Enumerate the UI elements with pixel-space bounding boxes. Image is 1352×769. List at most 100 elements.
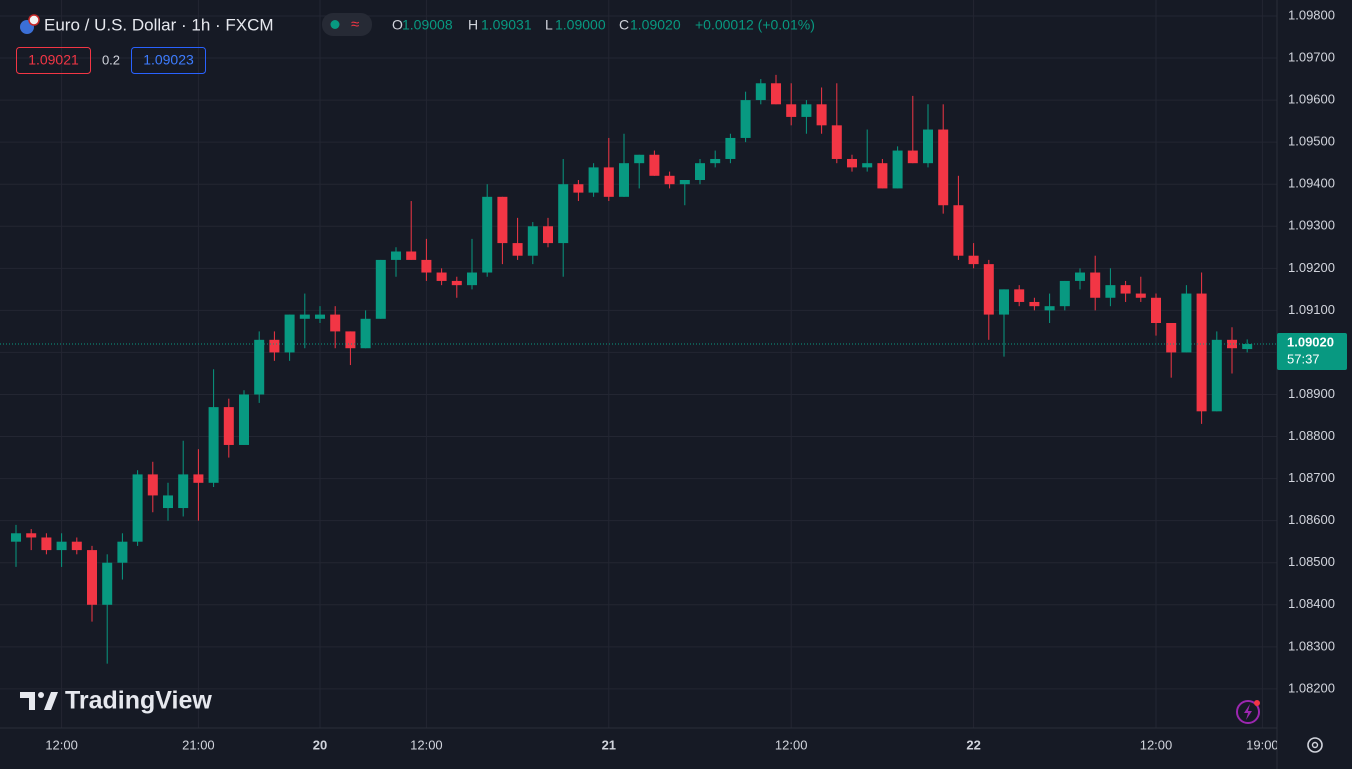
candle-body [1120,285,1131,294]
candle-body [299,314,310,319]
candle-body [1059,280,1070,307]
candle-body [847,158,857,168]
candle-body [117,541,128,563]
candle-body [223,407,234,445]
candle-body [573,184,584,193]
candle-body [1166,322,1177,353]
candle-body [497,196,508,244]
settings-icon[interactable] [1307,737,1323,753]
candle-body [907,150,918,164]
legend-c-label: C [619,17,629,33]
sell-button[interactable] [16,47,91,74]
y-tick-label: 1.08400 [1288,596,1335,611]
candle-body [315,314,325,319]
candle-body [923,129,933,164]
candle-body [178,474,189,509]
candle-body [406,251,417,260]
y-tick-label: 1.09200 [1288,260,1335,275]
candle-body [695,163,705,181]
candle-body [284,314,295,353]
y-tick-label: 1.09400 [1288,176,1335,191]
y-tick-label: 1.08500 [1288,554,1335,569]
candle-body [877,163,888,189]
candle-body [87,550,97,605]
x-tick-label: 21 [602,737,616,752]
candle-body [1211,339,1222,412]
candle-body [740,100,751,138]
candle-body [56,541,67,551]
buy-button[interactable] [131,47,206,74]
candle-body [345,331,356,349]
legend-h-label: H [468,17,478,33]
candle-body [938,129,949,206]
y-tick-label: 1.09100 [1288,302,1335,317]
x-tick-label: 22 [966,737,980,752]
price-label-price: 1.09020 [1287,334,1334,349]
candle-body [679,180,690,185]
candle-body [725,137,736,159]
y-tick-label: 1.09500 [1288,134,1335,149]
legend-l-label: L [545,17,553,33]
lightning-icon[interactable] [1236,700,1260,724]
brand-logo [20,692,58,710]
candle-body [41,537,52,551]
y-tick-label: 1.08300 [1288,638,1335,653]
candle-body [983,264,994,315]
candle-body [71,541,82,551]
candle-body [862,163,873,168]
legend-high: 1.09031 [481,17,532,33]
candle-body [634,154,645,164]
candle-body [801,104,812,117]
candle-body [1181,293,1192,353]
candle-body [1029,301,1040,307]
candle-body [1014,289,1025,302]
sell-price[interactable]: 1.09021 [28,52,79,68]
x-tick-label: 21:00 [182,737,215,752]
candle-body [892,150,903,189]
legend-close: 1.09020 [630,17,681,33]
x-tick-label: 12:00 [45,737,78,752]
spread: 0.2 [102,52,120,67]
candle-body [391,251,401,260]
candle-body [710,158,721,164]
candle-body [208,407,219,483]
candle-body [1227,339,1237,349]
y-tick-label: 1.08200 [1288,680,1335,695]
y-tick-label: 1.08900 [1288,386,1335,401]
candle-body [999,289,1009,315]
candle-body [588,167,599,193]
x-tick-label: 12:00 [410,737,443,752]
candle-body [603,167,614,197]
candle-body [1090,272,1101,298]
status-pill[interactable] [322,13,372,36]
price-axis: 1.09800 1.09700 1.09600 1.09500 1.09400 1.093… [1288,7,1335,695]
y-tick-label: 1.09800 [1288,7,1335,22]
candle-body [953,205,964,256]
time-axis: 12:00 21:00 20 12:00 21 12:00 22 12:00 19:00 [45,737,1277,752]
symbol-icon [20,14,40,34]
candle-body [436,272,447,281]
candle-body [451,280,462,286]
candle-body [102,562,113,605]
candle-body [1196,293,1207,412]
candle-body [543,226,553,244]
x-tick-label: 12:00 [775,737,808,752]
buy-price[interactable]: 1.09023 [143,52,194,68]
candle-body [421,259,432,273]
candle-body [163,495,173,509]
y-tick-label: 1.08800 [1288,428,1335,443]
candle-body [755,83,766,101]
price-label: 1.09020 57:37 [1277,333,1347,371]
legend-o-label: O [392,17,403,33]
candle-body [816,104,827,126]
candle-body [1151,297,1161,323]
x-tick-label: 20 [313,737,327,752]
candle-body [771,83,781,105]
candle-body [11,533,21,542]
candle-body [786,104,797,117]
candle-body [375,259,386,319]
y-tick-label: 1.08600 [1288,512,1335,527]
